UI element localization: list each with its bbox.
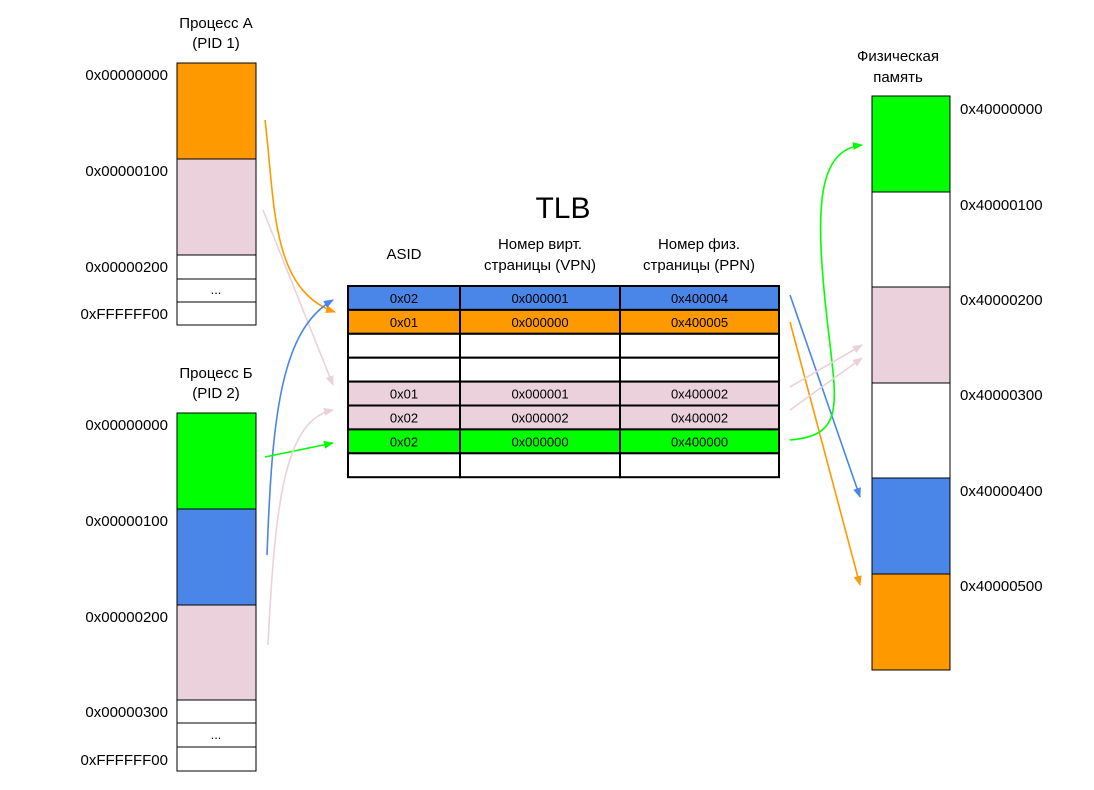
tlb-cell-ppn <box>619 452 780 479</box>
tlb-cell-ppn-text: 0x400002 <box>671 410 728 425</box>
tlb-cell-vpn-text: 0x000000 <box>511 434 568 449</box>
tlb-row: 0x01 0x000000 0x400005 <box>347 308 780 335</box>
arrow-b-page0-to-tlb <box>264 440 334 458</box>
arrows <box>262 119 863 646</box>
tlb-header-ppn-line2: страницы (PPN) <box>643 257 755 274</box>
tlb-row <box>347 332 780 359</box>
process-a-page-0 <box>176 62 257 160</box>
arrow-a-page1-to-tlb <box>262 209 334 386</box>
process-b-addr: 0x00000300 <box>85 704 168 721</box>
tlb-row: 0x02 0x000002 0x400002 <box>347 404 780 431</box>
tlb-cell-ppn-text: 0x400000 <box>671 434 728 449</box>
physical-addr: 0x40000500 <box>960 578 1043 595</box>
tlb-cell-asid-text: 0x02 <box>390 291 418 306</box>
tlb-title: TLB <box>535 192 590 225</box>
tlb-cell-vpn-text: 0x000001 <box>511 387 568 402</box>
process-b-page-1 <box>176 508 257 606</box>
process-a-ellipsis: ... <box>211 282 222 297</box>
tlb-row: 0x01 0x000001 0x400002 <box>347 380 780 407</box>
tlb-rows: 0x02 0x000001 0x400004 0x01 0x000000 0x400005… <box>347 285 780 479</box>
tlb-cell-ppn <box>619 332 780 359</box>
tlb-cell-asid-text: 0x01 <box>390 315 418 330</box>
tlb-header-ppn: Номер физ. <box>658 236 740 253</box>
tlb-cell-asid-text: 0x02 <box>390 434 418 449</box>
tlb: TLB ASID Номер вирт. страницы (VPN) Номе… <box>347 192 780 479</box>
tlb-cell-vpn <box>459 332 621 359</box>
process-a-last-page <box>176 301 257 326</box>
tlb-header-asid: ASID <box>386 246 421 263</box>
process-b-addr: 0x00000200 <box>85 609 168 626</box>
arrow-tlb-to-frame-4 <box>789 294 861 498</box>
physical-addr: 0x40000400 <box>960 483 1043 500</box>
process-b-ellipsis: ... <box>211 727 222 742</box>
physical-addr: 0x40000000 <box>960 101 1043 118</box>
process-a-addr: 0x00000000 <box>85 67 168 84</box>
process-b-page-3 <box>176 699 257 724</box>
arrow-b-page2-to-tlb <box>267 407 334 646</box>
tlb-cell-asid-text: 0x01 <box>390 387 418 402</box>
process-b-pid: (PID 2) <box>192 385 240 402</box>
arrow-a-page0-to-tlb <box>264 119 336 313</box>
process-a-title: Процесс А <box>179 15 252 32</box>
process-a-page-1 <box>176 158 257 256</box>
physical-frame-0 <box>871 95 951 193</box>
tlb-cell-asid <box>347 332 461 359</box>
tlb-header-vpn: Номер вирт. <box>498 236 582 253</box>
process-a-addr: 0x00000200 <box>85 259 168 276</box>
process-a-page-2 <box>176 254 257 280</box>
process-b: Процесс Б (PID 2) ... 0x00000000 0x00000… <box>80 365 257 772</box>
process-b-page-0 <box>176 412 257 510</box>
tlb-row <box>347 356 780 383</box>
physical-frame-2 <box>871 286 951 384</box>
process-b-page-2 <box>176 604 257 701</box>
physical-memory: Физическая память 0x40000000 0x40000100 … <box>857 48 1043 671</box>
process-b-title: Процесс Б <box>179 365 252 382</box>
physical-frame-4 <box>871 477 951 575</box>
process-a-pid: (PID 1) <box>192 35 240 52</box>
tlb-cell-ppn-text: 0x400004 <box>671 291 728 306</box>
physical-frame-1 <box>871 191 951 288</box>
arrow-tlb-to-frame-2-b <box>789 357 863 411</box>
process-b-last-page <box>176 746 257 772</box>
tlb-cell-asid <box>347 452 461 479</box>
tlb-cell-vpn <box>459 452 621 479</box>
process-a: Процесс А (PID 1) ... 0x00000000 0x00000… <box>80 15 257 326</box>
physical-frame-3 <box>871 382 951 479</box>
physical-addr: 0x40000200 <box>960 292 1043 309</box>
tlb-header-vpn-line2: страницы (VPN) <box>484 257 596 274</box>
tlb-cell-ppn-text: 0x400005 <box>671 315 728 330</box>
physical-title: Физическая <box>857 48 939 65</box>
arrow-b-page1-to-tlb <box>266 299 334 556</box>
tlb-cell-vpn-text: 0x000000 <box>511 315 568 330</box>
process-a-addr: 0xFFFFFF00 <box>80 306 168 323</box>
tlb-cell-vpn-text: 0x000001 <box>511 291 568 306</box>
physical-addr: 0x40000300 <box>960 387 1043 404</box>
physical-addr: 0x40000100 <box>960 197 1043 214</box>
tlb-row: 0x02 0x000000 0x400000 <box>347 428 780 455</box>
tlb-cell-vpn <box>459 356 621 383</box>
process-b-ellipsis-row <box>176 722 257 748</box>
process-a-addr: 0x00000100 <box>85 163 168 180</box>
physical-frame-5 <box>871 573 951 671</box>
tlb-cell-ppn-text: 0x400002 <box>671 387 728 402</box>
arrow-tlb-to-frame-0 <box>789 142 863 441</box>
tlb-cell-asid <box>347 356 461 383</box>
tlb-cell-ppn <box>619 356 780 383</box>
tlb-row <box>347 452 780 479</box>
arrow-tlb-to-frame-2 <box>789 344 863 388</box>
process-b-addr: 0x00000100 <box>85 513 168 530</box>
physical-title-line2: память <box>873 69 923 86</box>
process-b-addr: 0x00000000 <box>85 417 168 434</box>
tlb-cell-vpn-text: 0x000002 <box>511 410 568 425</box>
arrow-tlb-to-frame-5 <box>789 321 862 586</box>
tlb-row: 0x02 0x000001 0x400004 <box>347 285 780 311</box>
process-b-addr: 0xFFFFFF00 <box>80 752 168 769</box>
tlb-cell-asid-text: 0x02 <box>390 410 418 425</box>
